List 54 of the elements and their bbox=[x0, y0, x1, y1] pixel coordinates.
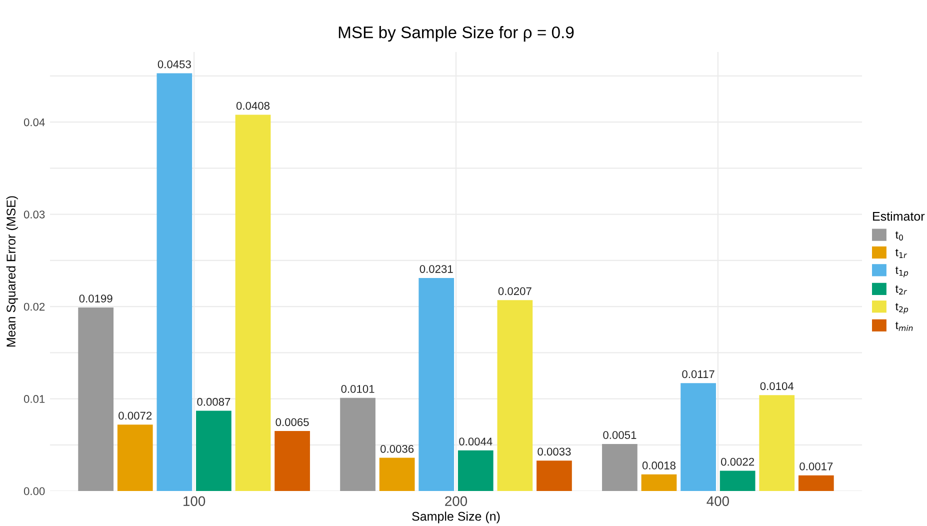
y-axis-title: Mean Squared Error (MSE) bbox=[6, 196, 18, 347]
y-tick-label: 0.03 bbox=[24, 210, 45, 218]
bar bbox=[798, 475, 834, 491]
bar bbox=[379, 458, 415, 491]
bar bbox=[602, 444, 638, 491]
y-tick-label: 0.04 bbox=[24, 118, 45, 126]
data-label: 0.0044 bbox=[459, 438, 492, 446]
bar bbox=[759, 395, 795, 491]
data-label: 0.0036 bbox=[380, 444, 414, 453]
bar bbox=[418, 278, 454, 491]
bar bbox=[641, 474, 677, 491]
data-label: 0.0199 bbox=[79, 294, 112, 302]
bar bbox=[235, 114, 271, 491]
bar bbox=[274, 431, 310, 491]
bar bbox=[117, 424, 153, 491]
bar bbox=[536, 460, 572, 491]
bar bbox=[156, 73, 192, 491]
legend-label: t$_{1p}$ bbox=[896, 266, 908, 278]
y-tick-label: 0.01 bbox=[24, 395, 45, 403]
x-tick-label: 200 bbox=[445, 496, 468, 506]
bar bbox=[680, 383, 716, 491]
bar bbox=[340, 398, 376, 491]
x-tick-label: 400 bbox=[706, 496, 729, 506]
y-tick-label: 0.00 bbox=[24, 487, 45, 496]
data-label: 0.0051 bbox=[603, 431, 636, 439]
bar bbox=[497, 300, 533, 491]
data-label: 0.0104 bbox=[760, 382, 794, 390]
data-label: 0.0231 bbox=[420, 265, 453, 273]
legend-label: t$_{min}$ bbox=[896, 322, 913, 331]
data-label: 0.0087 bbox=[197, 398, 230, 406]
data-label: 0.0207 bbox=[498, 287, 532, 296]
data-label: 0.0065 bbox=[276, 418, 309, 426]
y-tick-label: 0.02 bbox=[24, 302, 45, 311]
bar bbox=[720, 470, 756, 491]
data-label: 0.0033 bbox=[538, 448, 571, 456]
legend-label: t$_{0}$ bbox=[896, 231, 903, 240]
legend-title: Estimator bbox=[873, 212, 925, 221]
data-label: 0.0022 bbox=[721, 458, 754, 466]
data-label: 0.0017 bbox=[800, 462, 833, 470]
chart-title: MSE by Sample Size for ρ = 0.9 bbox=[338, 26, 574, 42]
legend-label: t$_{1r}$ bbox=[896, 248, 908, 258]
data-label: 0.0072 bbox=[118, 412, 152, 420]
data-label: 0.0018 bbox=[642, 462, 676, 470]
bar bbox=[458, 450, 494, 491]
data-label: 0.0101 bbox=[341, 385, 374, 393]
data-label: 0.0117 bbox=[682, 370, 714, 378]
bar bbox=[78, 307, 114, 491]
data-label: 0.0408 bbox=[236, 102, 270, 110]
bar bbox=[196, 410, 232, 491]
data-label: 0.0453 bbox=[158, 60, 191, 68]
legend-label: t$_{2p}$ bbox=[896, 303, 908, 314]
x-tick-label: 100 bbox=[184, 496, 206, 506]
x-axis-title: Sample Size (n) bbox=[412, 512, 500, 524]
legend-label: t$_{2r}$ bbox=[896, 285, 908, 294]
